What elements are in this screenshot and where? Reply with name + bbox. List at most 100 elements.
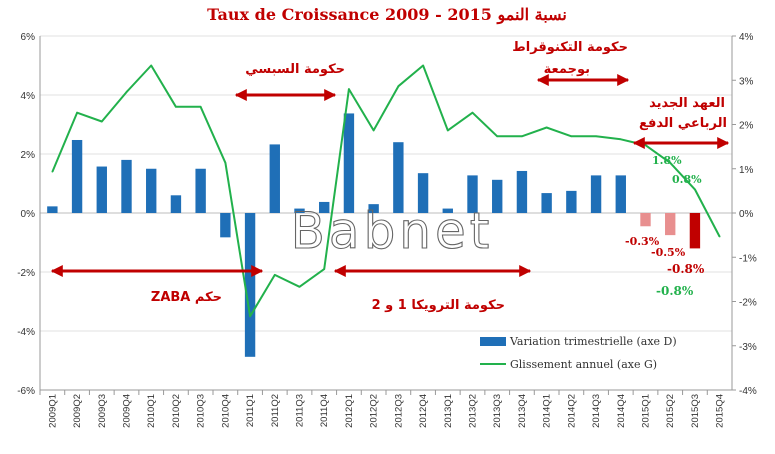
- bar-2011Q4: [319, 201, 330, 213]
- x-tick-label: 2015Q1: [641, 394, 652, 428]
- point-2014Q4: [619, 138, 622, 141]
- bar-2014Q2: [566, 190, 577, 213]
- point-2012Q4: [422, 64, 424, 67]
- point-2015Q1: [644, 144, 647, 146]
- right-tick-label: -1%: [739, 253, 757, 264]
- x-tick-label: 2010Q1: [146, 394, 157, 428]
- bar-2012Q4: [417, 173, 429, 213]
- right-tick-label: -2%: [739, 298, 757, 309]
- label-zaba: ZABA حكم: [151, 290, 222, 305]
- point-2013Q2: [471, 111, 474, 114]
- bar-2015Q1: [640, 213, 651, 227]
- right-tick-label: 2%: [739, 121, 754, 132]
- right-tick-label: -3%: [739, 342, 757, 353]
- left-tick-label: -6%: [17, 386, 35, 397]
- bar-2010Q3: [195, 168, 206, 213]
- right-tick-label: 4%: [739, 32, 754, 43]
- label-techno-2: بوجمعة: [544, 62, 590, 77]
- legend: Variation trimestrielle (axe D) Glisseme…: [480, 335, 677, 371]
- x-tick-label: 2014Q4: [616, 394, 627, 428]
- point-2010Q4: [224, 162, 227, 164]
- left-tick-label: -4%: [17, 327, 35, 338]
- x-tick-label: 2013Q2: [468, 394, 479, 428]
- bar-2015Q2: [665, 213, 676, 236]
- point-2011Q3: [298, 285, 301, 288]
- point-2015Q2: [669, 162, 672, 164]
- label-g-q3: -0.8%: [656, 284, 694, 298]
- left-tick-label: 0%: [21, 209, 36, 220]
- bar-2011Q2: [269, 144, 280, 213]
- bar-2013Q3: [492, 179, 503, 213]
- x-tick-label: 2009Q4: [122, 394, 133, 428]
- right-axis: 4% 3% 2% 1% 0% -1% -2% -3% -4%: [731, 32, 757, 397]
- x-tick-label: 2015Q3: [690, 394, 701, 428]
- label-sebsi: حكومة السبسي: [245, 62, 345, 77]
- x-tick-label: 2012Q4: [418, 394, 429, 428]
- bar-2015Q3: [689, 213, 701, 249]
- label-troika: حكومة الترويكا 1 و 2: [372, 298, 505, 313]
- line-series: [51, 64, 721, 318]
- x-tick-label: 2013Q3: [492, 394, 503, 428]
- x-tick-label: 2012Q1: [344, 394, 355, 428]
- label-q-q1: -0.3%: [625, 235, 660, 248]
- x-tick-label: 2013Q4: [517, 394, 528, 428]
- right-tick-label: 1%: [739, 165, 754, 176]
- bar-2013Q1: [442, 208, 453, 213]
- x-tick-label: 2015Q2: [665, 394, 676, 428]
- point-2010Q3: [199, 106, 202, 108]
- point-2009Q3: [100, 120, 103, 123]
- x-tick-label: 2009Q1: [47, 394, 58, 428]
- point-2013Q4: [521, 135, 523, 138]
- bar-2011Q3: [294, 208, 305, 213]
- x-tick-label: 2015Q4: [715, 394, 726, 428]
- point-2011Q2: [273, 274, 276, 276]
- bar-2012Q1: [343, 113, 355, 213]
- x-tick-label: 2010Q3: [196, 394, 207, 428]
- bar-2013Q4: [516, 170, 528, 213]
- x-tick-label: 2011Q3: [295, 394, 306, 427]
- label-q-q2: -0.5%: [651, 246, 686, 259]
- x-tick-label: 2010Q2: [171, 394, 182, 428]
- x-tick-label: 2014Q3: [591, 394, 602, 428]
- point-2014Q3: [595, 135, 597, 138]
- point-2013Q3: [496, 135, 499, 138]
- x-tick-label: 2014Q1: [542, 394, 553, 428]
- bar-2009Q3: [96, 166, 107, 213]
- bar-2013Q2: [467, 175, 478, 213]
- bar-2010Q1: [146, 168, 157, 213]
- left-tick-label: -2%: [17, 268, 35, 279]
- point-2012Q2: [372, 129, 375, 132]
- right-tick-label: 0%: [739, 209, 754, 220]
- point-2011Q1: [249, 315, 251, 318]
- watermark: Babnet: [291, 202, 494, 260]
- x-axis: 2009Q1 2009Q2 2009Q3 2009Q4 2010Q1 2010Q2 2010…: [39, 389, 732, 428]
- point-2015Q4: [718, 235, 721, 238]
- x-tick-label: 2012Q3: [393, 394, 404, 428]
- bar-2011Q1: [244, 213, 256, 357]
- label-q-q3: -0.8%: [667, 262, 705, 276]
- x-tick-label: 2013Q1: [443, 394, 454, 428]
- period-arrows: [50, 74, 730, 277]
- label-g-q1: 1.8%: [652, 154, 682, 167]
- left-tick-label: 4%: [21, 91, 36, 102]
- chart-title: Taux de Croissance 2009 - 2015 نسبة النم…: [207, 5, 567, 25]
- label-techno-1: حكومة التكنوقراط: [512, 40, 628, 55]
- x-tick-label: 2009Q2: [72, 394, 83, 428]
- bar-2012Q2: [368, 204, 379, 213]
- bar-2014Q4: [615, 175, 626, 213]
- point-2010Q2: [175, 106, 177, 108]
- bar-2012Q3: [393, 142, 404, 213]
- bar-2010Q4: [220, 213, 231, 238]
- point-2010Q1: [150, 64, 153, 67]
- bar-2014Q1: [541, 193, 552, 213]
- x-tick-label: 2011Q1: [245, 394, 256, 427]
- point-2014Q2: [570, 135, 573, 138]
- x-tick-label: 2009Q3: [97, 394, 108, 428]
- point-2009Q4: [125, 91, 128, 93]
- point-2009Q2: [76, 111, 78, 114]
- bar-2014Q3: [590, 175, 602, 213]
- label-g-q2: 0.8%: [672, 173, 702, 186]
- left-tick-label: 2%: [21, 150, 36, 161]
- right-tick-label: -4%: [739, 386, 757, 397]
